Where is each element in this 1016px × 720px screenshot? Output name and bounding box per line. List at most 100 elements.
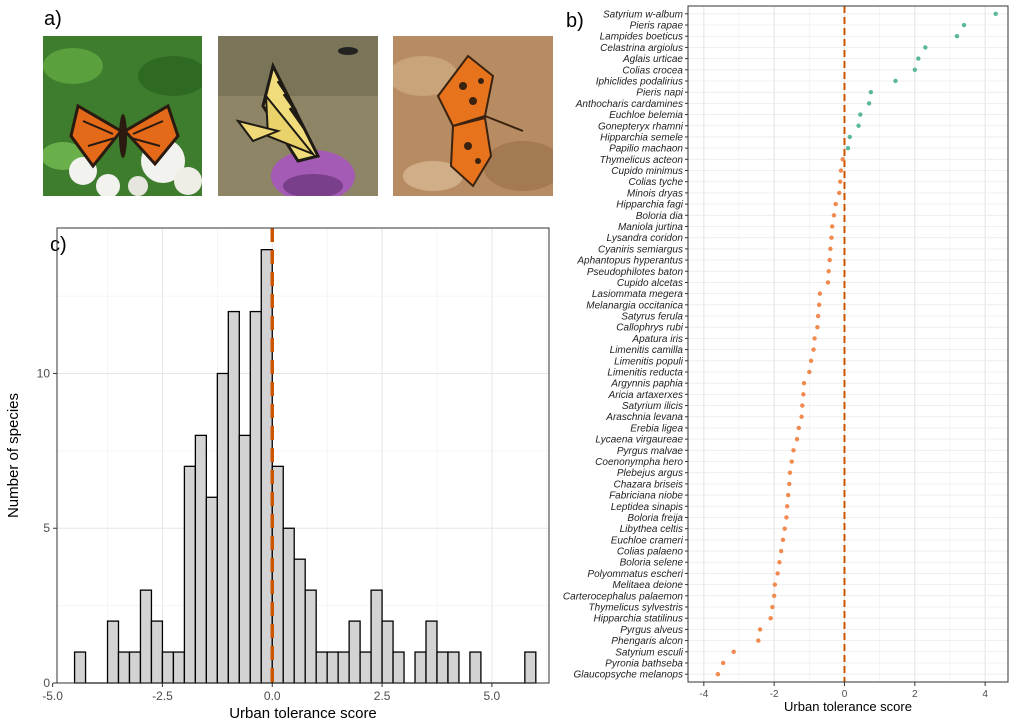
dotplot-species-label: Chazara briseis [614, 479, 683, 490]
dotplot-point [838, 168, 844, 173]
histogram-panel-border [56, 227, 550, 684]
histogram-x-axis-label: Urban tolerance score [229, 705, 377, 720]
histogram-bar [106, 620, 120, 684]
histogram-y-axis-label: Number of species [5, 393, 22, 518]
dotplot-species-label: Iphiclides podalirius [596, 76, 683, 87]
histogram-bar [348, 620, 361, 684]
dotplot-point [923, 45, 928, 50]
butterfly-photo-swallowtail [218, 36, 378, 196]
dotplot-species-label: Euchloe crameri [611, 535, 684, 546]
histogram-bar [205, 496, 218, 684]
histogram-bar [128, 651, 142, 684]
dotplot-point [787, 481, 792, 487]
dotplot-point [794, 436, 800, 442]
dotplot-point [801, 380, 807, 386]
dotplot-species-label: Araschnia levana [605, 412, 683, 423]
dotplot-point [784, 504, 790, 509]
dotplot-species-label: Aphantopus hyperantus [576, 256, 683, 267]
dotplot-point [784, 515, 789, 520]
dotplot-point [847, 134, 852, 140]
dotplot-species-label: Argynnis paphia [610, 379, 683, 390]
dotplot-point [801, 392, 806, 397]
fritillary-illustration [43, 36, 202, 196]
histogram-bar [238, 434, 251, 684]
dotplot-point [866, 101, 872, 106]
dotplot-point [800, 403, 805, 408]
dotplot-species-label: Lysandra coridon [606, 233, 683, 244]
dotplot-points [715, 11, 998, 677]
dotplot-species-label: Satyrium w-album [603, 9, 683, 20]
dotplot-species-label: Callophrys rubi [616, 323, 683, 334]
dotplot-point [811, 347, 816, 352]
histogram-y-tick-label: 10 [37, 366, 51, 380]
dotplot-point [828, 246, 833, 252]
butterfly-photo-fritillary [43, 36, 202, 196]
dotplot-species-label: Limenitis populi [614, 356, 684, 367]
dotplot-species-label: Euchloe belemia [609, 110, 683, 121]
dotplot-point [817, 291, 823, 296]
dotplot-point [771, 593, 777, 599]
histogram-bar [337, 651, 350, 684]
panel-label-c: c) [50, 234, 67, 256]
dotplot-point [715, 671, 721, 677]
dotplot-point [916, 56, 921, 61]
dotplot-point [815, 325, 820, 330]
histogram-x-tick-label: 5.0 [484, 689, 501, 703]
dotplot-point [831, 213, 837, 218]
histogram-y-tick-label: 5 [43, 521, 50, 535]
dotplot-point [791, 448, 796, 453]
dotplot-species-label: Colias crocea [622, 65, 683, 76]
histogram-bar [161, 651, 175, 684]
dotplot-x-tick-label: -2 [770, 689, 779, 700]
dotplot-point [777, 560, 782, 565]
dotplot-point [807, 369, 812, 375]
dotplot-point [829, 224, 835, 229]
histogram-chart: c) -5.0 -2.5 0.0 2.5 5.0 0 5 10 Urban toleranc… [5, 227, 550, 720]
histogram-bar [436, 651, 449, 684]
dotplot-point [786, 492, 791, 498]
dotplot-species-label: Erebia ligea [630, 423, 683, 434]
dotplot-point [954, 34, 960, 39]
dotplot-species-label: Hipparchia semele [600, 132, 683, 143]
dotplot-species-label: Hipparchia fagi [616, 200, 683, 211]
histogram-bar [172, 651, 186, 684]
dotplot-point [772, 582, 778, 587]
histogram-bar [194, 434, 208, 684]
dotplot-point [858, 112, 863, 117]
histogram-bar [326, 651, 339, 684]
dotplot-species-label: Celastrina argiolus [600, 43, 683, 54]
histogram-bar [447, 651, 460, 684]
dotplot-species-label: Pyrgus alveus [620, 625, 683, 636]
dotplot-species-label: Lampides boeticus [600, 32, 683, 43]
dotplot-species-label: Pieris rapae [630, 21, 684, 32]
histogram-bar [293, 558, 306, 684]
dotplot-species-label: Leptidea sinapis [611, 502, 683, 513]
dotplot-species-label: Carterocephalus palaemon [563, 591, 684, 602]
dotplot-point [815, 313, 821, 319]
histogram-bar [370, 589, 383, 684]
histogram-bar [425, 620, 438, 684]
dotplot-species-label: Phengaris alcon [611, 636, 683, 647]
dotplot-species-label: Apatura iris [631, 334, 683, 345]
histogram-y-ticks: 0 5 10 [37, 366, 57, 690]
dotplot-species-label: Colias palaeno [617, 547, 684, 558]
dotplot-grid [688, 6, 1008, 682]
butterfly-photo-comma [393, 36, 553, 196]
dotplot-species-label: Lasiommata megera [592, 289, 684, 300]
dotplot-species-label: Melitaea deione [612, 580, 683, 591]
dotplot-point [856, 123, 861, 128]
histogram-bar [139, 589, 153, 684]
histogram-bar [392, 651, 405, 684]
dotplot-point [961, 22, 967, 28]
histogram-bar [117, 651, 131, 684]
histogram-bar [304, 589, 317, 684]
dotplot-species-label: Melanargia occitanica [586, 300, 683, 311]
dotplot-species-label: Minois dryas [627, 188, 683, 199]
dotplot-point [838, 179, 843, 184]
dotplot-species-label: Aglais urticae [622, 54, 683, 65]
dotplot-species-label: Limenitis reducta [607, 367, 683, 378]
dotplot-species-label: Satyrium ilicis [622, 401, 683, 412]
dotplot-species-label: Satyrus ferula [621, 312, 683, 323]
dotplot-x-tick-label: 4 [982, 689, 988, 700]
